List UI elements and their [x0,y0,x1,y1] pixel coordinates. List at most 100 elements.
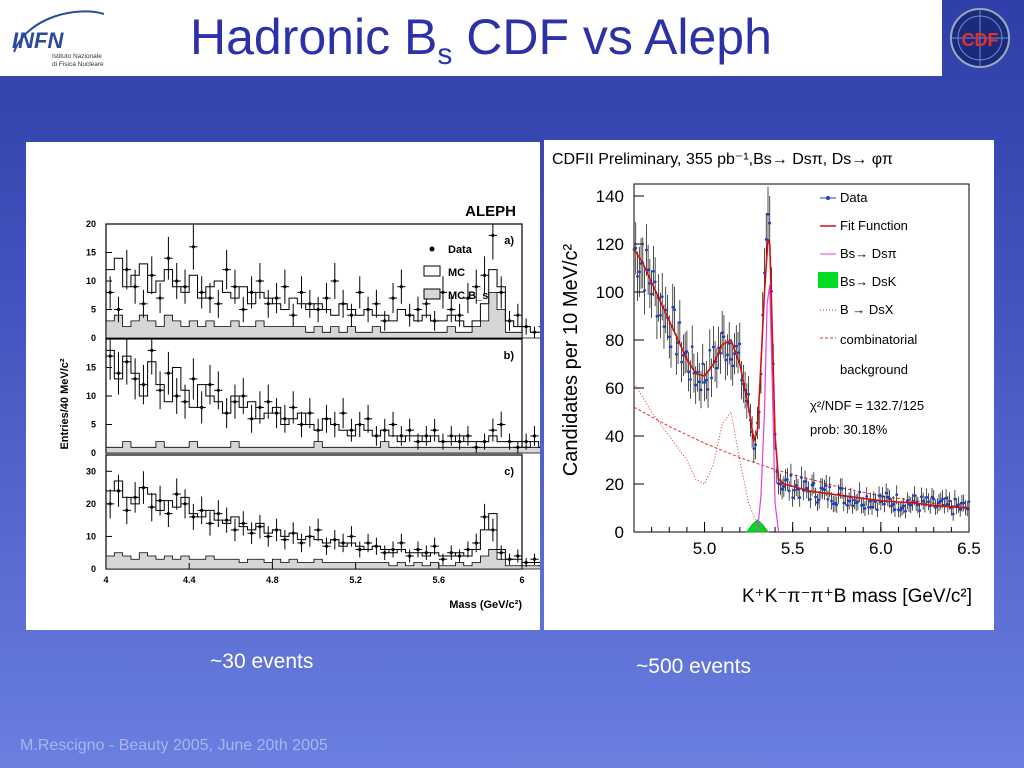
aleph-ytick-label: 10 [86,391,96,401]
aleph-data-point [341,411,345,415]
cdf-data-point [687,370,691,374]
cdf-data-point [718,351,722,355]
aleph-data-point [482,273,487,277]
aleph-data-point [333,538,337,542]
cdf-legend-dsx: B → DsX [840,302,894,317]
aleph-data-point [333,279,337,283]
cdf-data-point [706,387,710,391]
aleph-data-point [316,528,320,532]
aleph-data-point [341,302,345,306]
aleph-data-point [516,554,520,558]
cdf-data-point [722,335,726,339]
aleph-data-point [491,528,495,532]
cdf-data-point [877,494,881,498]
aleph-legend-mcbs-marker [423,288,441,300]
aleph-data-point [283,417,287,421]
aleph-data-point [449,551,453,555]
cdf-data-point [671,305,675,309]
aleph-data-point [191,515,195,519]
cdf-chi2-annotation: χ²/NDF = 132.7/125 [810,398,924,413]
cdf-data-point [727,341,731,345]
aleph-data-point [341,541,345,545]
aleph-data-point [274,296,279,300]
aleph-data-point [200,290,204,294]
slide-footer: M.Rescigno - Beauty 2005, June 20th 2005 [20,737,328,754]
aleph-data-point [433,428,437,432]
cdf-logo-icon: CDF [950,8,1010,68]
aleph-data-point [108,502,112,506]
aleph-mc-bs-histogram [105,549,606,570]
cdf-xtick-label: 5.0 [693,539,717,558]
aleph-data-point [191,377,195,381]
aleph-ytick-label: 10 [86,276,96,286]
aleph-data-point [241,307,245,312]
cdf-data-point [808,497,812,501]
cdf-data-point [898,508,902,512]
cdf-prob-annotation: prob: 30.18% [810,422,888,437]
aleph-data-point [507,440,512,444]
aleph-data-point [366,417,370,421]
cdf-title: CDFII Preliminary, 355 pb⁻¹,Bs→ Dsπ, Ds→… [552,151,893,168]
cdf-data-point [810,483,814,487]
cdf-data-point [768,221,772,225]
cdf-data-point [824,484,828,487]
aleph-data-point [383,428,387,432]
aleph-ylabel: Entries/40 MeV/c² [59,358,71,449]
cdf-ytick-label: 0 [615,523,624,542]
cdf-data-point [660,295,664,299]
cdf-legend-dsk-marker [818,272,838,288]
aleph-data-point [116,489,121,493]
aleph-ytick-label: 0 [91,448,96,458]
aleph-data-point [482,440,487,444]
aleph-data-point [399,541,403,545]
cdf-data-point [648,281,652,285]
aleph-data-point [491,428,495,432]
aleph-data-point [474,541,478,545]
cdf-data-point [717,346,721,350]
aleph-data-point [233,528,237,532]
aleph-data-point [316,428,320,432]
cdf-ytick-label: 40 [605,427,624,446]
cdf-data-point [634,246,638,250]
cdf-data-point [710,376,713,380]
aleph-data-point [524,440,528,444]
aleph-chart: ALEPH 0 5 10 15 20 a) 0 5 10 15 b) 0 10 20 30 c) Data MC MC… [59,203,606,611]
aleph-data-point [258,405,262,409]
aleph-data-point [499,551,503,555]
aleph-data-point [324,417,329,421]
cdf-data-point [948,499,952,503]
aleph-data-point [266,534,270,539]
aleph-data-point [358,422,362,427]
aleph-data-point [532,557,537,561]
aleph-data-point [291,405,295,409]
cdf-data-point [921,499,925,503]
aleph-legend-mcbs: MC B_s [448,290,488,302]
aleph-ytick-label: 5 [91,420,96,430]
cdf-data-point [863,507,867,510]
cdf-data-point [791,496,795,500]
cdf-xtick-label: 6.5 [957,539,981,558]
aleph-data-point [374,434,378,438]
aleph-xtick-label: 4.8 [266,575,279,585]
cdf-data-point [689,378,692,381]
aleph-data-point [532,330,537,334]
aleph-data-point [150,273,154,277]
cdf-data-point [708,348,712,352]
cdf-data-point [669,345,673,349]
aleph-data-point [299,422,304,427]
cdf-data-point [874,500,877,504]
aleph-data-point [324,296,329,300]
aleph-ytick-label: 20 [86,499,96,509]
aleph-mc-bs-histogram [105,292,606,339]
aleph-data-point [141,302,146,306]
cdf-data-point [830,499,833,503]
aleph-data-point [349,428,354,432]
cdf-data-point [884,491,888,495]
cdf-data-point [875,508,879,512]
cdf-data-point [662,325,666,329]
cdf-data-point [697,380,701,384]
aleph-data-point [233,400,237,404]
cdf-data-point [962,501,966,505]
aleph-data-point [266,302,270,306]
aleph-data-point [166,371,170,375]
